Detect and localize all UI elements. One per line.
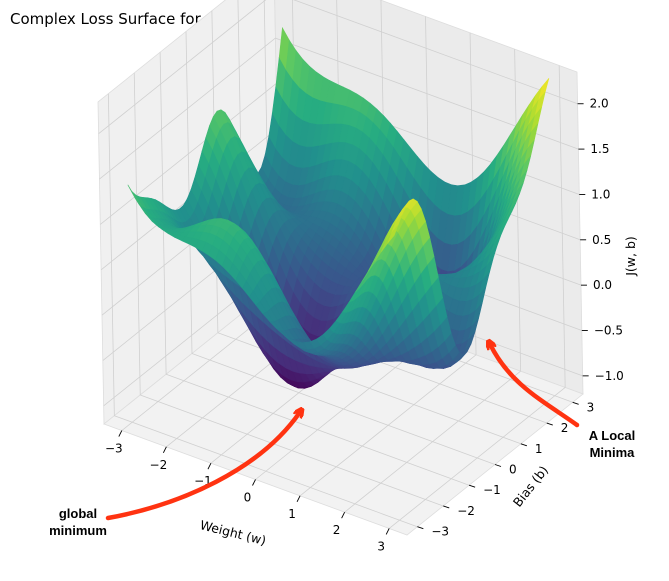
y-tick-label: 0 — [509, 463, 517, 477]
y-tick-label: 3 — [587, 400, 595, 414]
grid-line — [114, 415, 418, 528]
z-tick-label: 2.0 — [590, 97, 609, 111]
x-tick-label: 2 — [333, 523, 341, 537]
grid-line — [191, 353, 496, 465]
tick-mark — [546, 422, 553, 426]
local-minimum-arrow — [490, 344, 580, 428]
grid-line — [514, 49, 522, 372]
z-tick-label: 0.0 — [593, 278, 612, 292]
x-axis-label: Weight (w) — [199, 517, 268, 548]
tick-mark — [417, 526, 424, 530]
grid-line — [293, 0, 578, 105]
y-tick-label: 2 — [561, 421, 569, 435]
x-tick-label: 1 — [288, 507, 296, 521]
axis-ticks: −3−2−10123−3−2−10123−1.0−0.50.00.51.01.5… — [105, 97, 624, 554]
grid-line — [140, 394, 444, 507]
x-tick-label: −3 — [105, 442, 123, 456]
surface-patch — [387, 225, 399, 244]
z-tick-label: −1.0 — [595, 369, 624, 383]
y-tick-label: −3 — [431, 525, 449, 539]
x-tick-label: 3 — [377, 539, 385, 553]
y-tick-label: −2 — [457, 504, 475, 518]
global-minimum-arrow — [105, 412, 300, 521]
grid-line — [185, 31, 193, 354]
grid-line — [98, 0, 267, 135]
x-tick-label: −2 — [150, 458, 168, 472]
z-tick-label: 1.0 — [591, 187, 610, 201]
tick-mark — [494, 464, 502, 467]
grid-line — [133, 72, 141, 395]
y-tick-label: 1 — [535, 442, 543, 456]
y-tick-label: −1 — [483, 483, 501, 497]
tick-mark — [341, 511, 346, 519]
tick-mark — [572, 401, 579, 405]
grid-line — [558, 65, 566, 388]
tick-mark — [252, 479, 256, 486]
tick-mark — [207, 462, 212, 470]
local-minimum-label: A Local Minima — [589, 428, 635, 460]
tick-mark — [520, 443, 528, 447]
tick-mark — [162, 446, 167, 454]
tick-mark — [468, 484, 476, 488]
grid-line — [165, 373, 470, 486]
z-tick-label: 1.5 — [590, 142, 609, 156]
tick-mark — [296, 495, 301, 503]
z-tick-label: −0.5 — [594, 324, 623, 338]
z-axis-label: J(w, b) — [623, 236, 638, 277]
x-tick-label: 0 — [244, 491, 252, 505]
z-tick-label: 0.5 — [592, 233, 611, 247]
tick-mark — [118, 430, 123, 437]
surface-plot — [127, 26, 550, 389]
grid-line — [100, 83, 277, 225]
global-minimum-label: global minimum — [49, 506, 107, 538]
tick-mark — [443, 505, 450, 509]
grid-line — [107, 93, 115, 416]
grid-line — [99, 37, 276, 180]
tick-mark — [385, 528, 390, 535]
